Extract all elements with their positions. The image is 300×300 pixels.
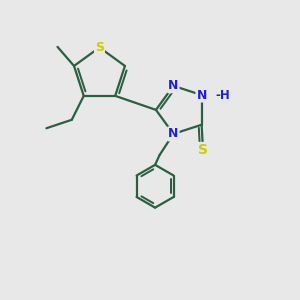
Text: S: S bbox=[95, 41, 104, 54]
Text: N: N bbox=[196, 88, 207, 101]
Text: N: N bbox=[168, 79, 178, 92]
Text: N: N bbox=[168, 128, 178, 140]
Text: S: S bbox=[198, 143, 208, 157]
Text: -H: -H bbox=[215, 88, 230, 101]
